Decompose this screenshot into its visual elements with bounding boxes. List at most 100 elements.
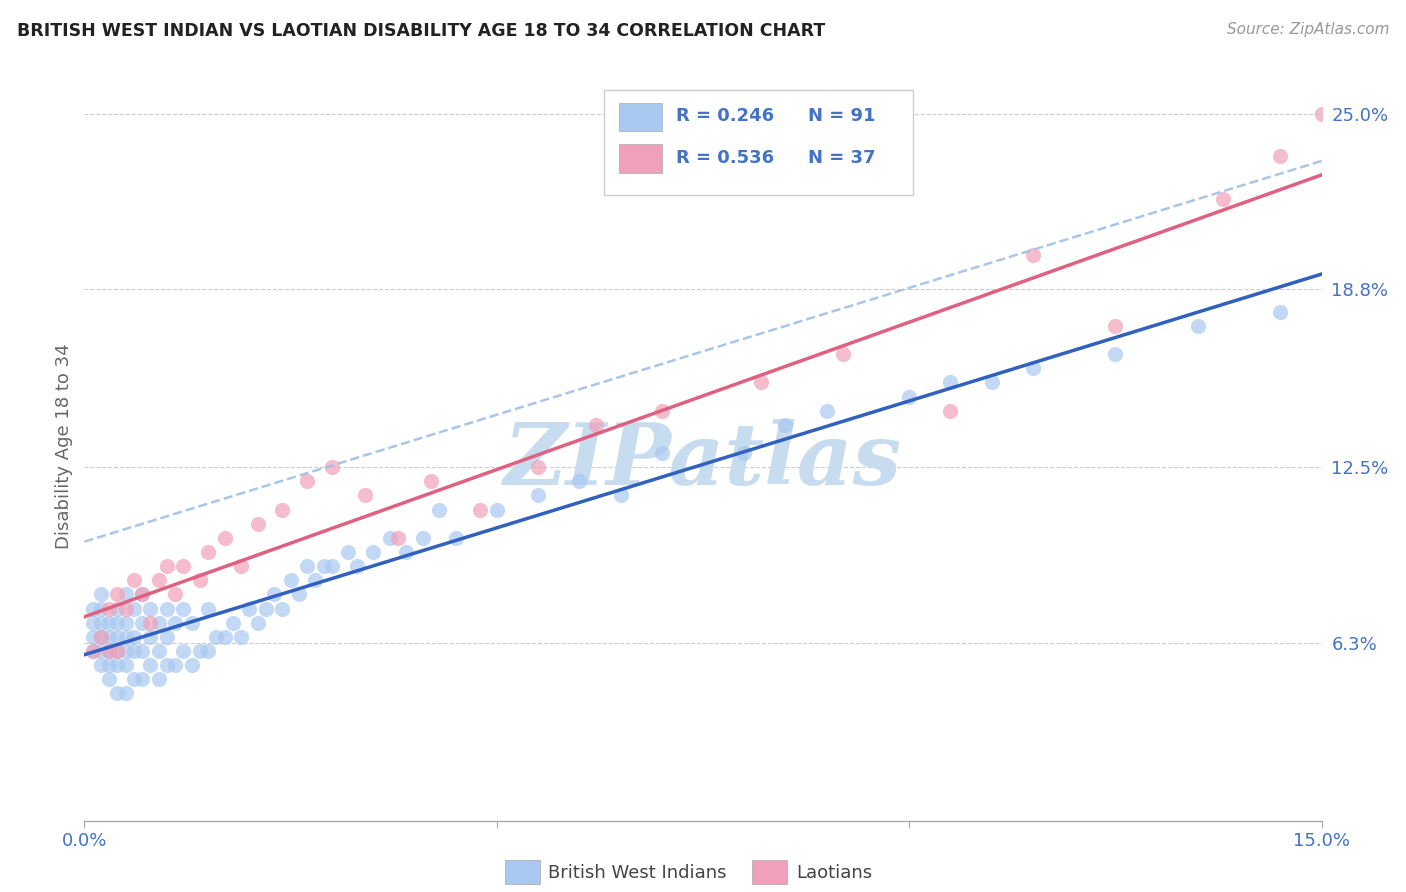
Point (775, 417, 797, 432)
Point (90, 630, 112, 644)
Point (197, 545, 219, 559)
Point (114, 658, 136, 673)
Point (156, 658, 179, 673)
Point (1022, 361, 1045, 376)
Point (98, 601, 121, 615)
Point (254, 601, 277, 615)
Point (214, 531, 236, 545)
Point (214, 630, 236, 644)
Point (222, 615, 245, 630)
Point (165, 658, 187, 673)
Point (172, 644, 194, 658)
Point (346, 559, 368, 574)
Point (749, 376, 772, 390)
Point (1022, 248, 1045, 262)
Point (105, 630, 128, 644)
Point (188, 644, 211, 658)
FancyBboxPatch shape (619, 144, 662, 172)
Point (156, 559, 179, 574)
Text: N = 37: N = 37 (808, 149, 876, 167)
Point (165, 615, 187, 630)
Point (387, 531, 409, 545)
Point (105, 658, 128, 673)
Point (139, 601, 162, 615)
Point (188, 574, 211, 588)
Point (131, 587, 153, 601)
Point (122, 574, 145, 588)
Point (304, 574, 326, 588)
Point (131, 615, 153, 630)
Point (114, 686, 136, 700)
Point (898, 390, 921, 404)
Point (139, 615, 162, 630)
Point (527, 460, 550, 475)
Point (131, 644, 153, 658)
Point (1187, 318, 1209, 333)
Point (337, 545, 360, 559)
Point (114, 644, 136, 658)
Point (82, 644, 104, 658)
Point (1270, 149, 1292, 163)
FancyBboxPatch shape (752, 861, 787, 884)
Point (815, 403, 838, 417)
Point (180, 615, 202, 630)
Point (444, 531, 467, 545)
Point (98, 644, 121, 658)
Text: R = 0.536: R = 0.536 (676, 149, 773, 167)
Y-axis label: Disability Age 18 to 34: Disability Age 18 to 34 (55, 343, 73, 549)
Point (939, 376, 962, 390)
Point (148, 673, 170, 687)
Point (114, 630, 136, 644)
Point (105, 615, 128, 630)
Point (156, 630, 179, 644)
Point (82, 630, 104, 644)
Point (246, 516, 269, 531)
Point (114, 615, 136, 630)
Point (172, 559, 194, 574)
Point (609, 488, 631, 502)
Point (295, 559, 318, 574)
Point (271, 601, 294, 615)
Text: R = 0.246: R = 0.246 (676, 107, 773, 125)
Point (122, 644, 145, 658)
Point (263, 587, 285, 601)
Point (321, 559, 343, 574)
Point (733, 446, 755, 460)
Point (419, 475, 441, 489)
Point (114, 601, 136, 615)
Point (90, 644, 112, 658)
Point (395, 545, 418, 559)
Point (1212, 192, 1234, 206)
FancyBboxPatch shape (605, 90, 914, 195)
Point (82, 644, 104, 658)
Point (197, 644, 219, 658)
Point (148, 644, 170, 658)
Point (165, 587, 187, 601)
Point (172, 601, 194, 615)
Point (139, 630, 162, 644)
Point (238, 601, 260, 615)
Point (527, 488, 550, 502)
Point (585, 417, 607, 432)
Point (122, 630, 145, 644)
Point (105, 686, 128, 700)
Point (98, 644, 121, 658)
Point (90, 615, 112, 630)
Point (156, 601, 179, 615)
Point (353, 488, 375, 502)
Point (105, 644, 128, 658)
Point (1310, 107, 1333, 121)
Point (1104, 347, 1126, 361)
Point (98, 630, 121, 644)
Point (131, 673, 153, 687)
FancyBboxPatch shape (505, 861, 540, 884)
Point (229, 630, 252, 644)
Point (288, 587, 311, 601)
Point (1270, 304, 1292, 318)
Text: British West Indians: British West Indians (548, 864, 727, 882)
Point (1104, 318, 1126, 333)
Point (651, 403, 673, 417)
Point (361, 545, 384, 559)
Point (105, 644, 128, 658)
Point (98, 615, 121, 630)
